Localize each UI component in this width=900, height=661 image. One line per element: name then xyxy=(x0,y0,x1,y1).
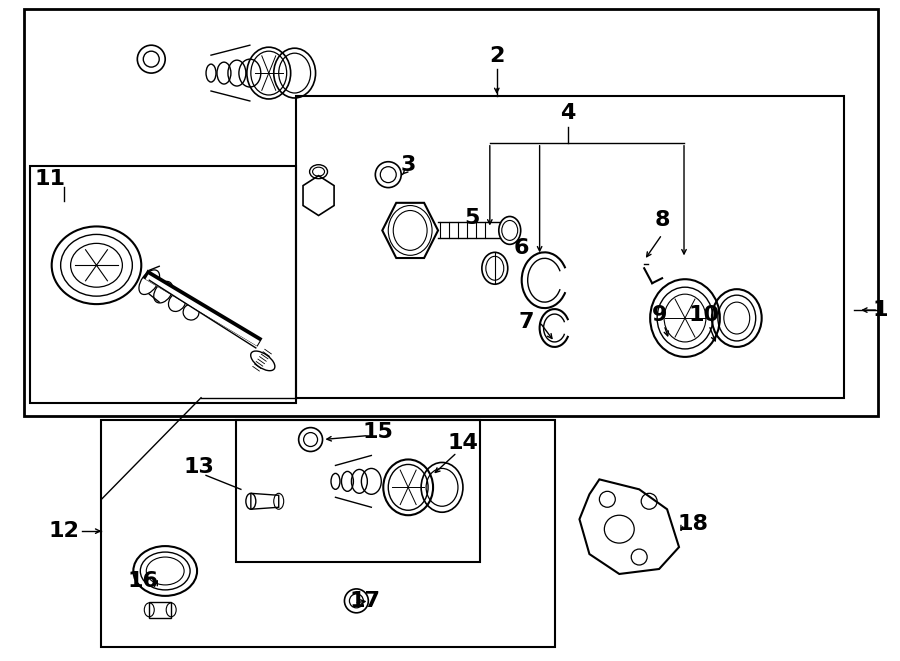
Bar xyxy=(23,9,878,416)
Text: 5: 5 xyxy=(464,208,480,229)
Text: 15: 15 xyxy=(363,422,393,442)
Text: 3: 3 xyxy=(400,155,416,175)
Text: 16: 16 xyxy=(128,571,158,591)
Text: 1: 1 xyxy=(872,300,888,320)
Bar xyxy=(102,420,554,646)
Text: 10: 10 xyxy=(688,305,719,325)
Text: 14: 14 xyxy=(447,432,479,453)
Text: 2: 2 xyxy=(489,46,505,66)
Text: 8: 8 xyxy=(654,210,670,231)
Text: 12: 12 xyxy=(49,521,79,541)
Text: 11: 11 xyxy=(34,169,65,188)
Text: 4: 4 xyxy=(560,103,575,123)
Text: 7: 7 xyxy=(519,312,535,332)
Text: 18: 18 xyxy=(678,514,708,534)
Text: 13: 13 xyxy=(184,457,214,477)
Bar xyxy=(296,96,844,398)
Text: 9: 9 xyxy=(652,305,667,325)
Text: 6: 6 xyxy=(514,239,529,258)
Text: 17: 17 xyxy=(350,591,381,611)
Bar xyxy=(236,420,480,562)
Bar xyxy=(30,166,296,403)
